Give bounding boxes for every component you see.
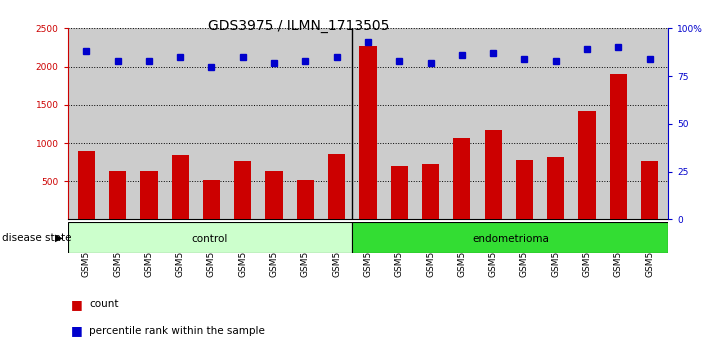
Bar xyxy=(578,111,596,219)
Bar xyxy=(515,160,533,219)
Bar xyxy=(109,171,127,219)
Bar xyxy=(77,151,95,219)
Text: count: count xyxy=(89,299,118,309)
Text: control: control xyxy=(192,234,228,244)
Bar xyxy=(234,161,252,219)
Text: percentile rank within the sample: percentile rank within the sample xyxy=(89,326,264,336)
Bar xyxy=(68,222,352,253)
Text: ▶: ▶ xyxy=(55,233,63,243)
Bar xyxy=(296,181,314,219)
Text: ■: ■ xyxy=(71,325,83,337)
Bar xyxy=(328,154,346,219)
Bar xyxy=(203,180,220,219)
Bar xyxy=(171,155,189,219)
Text: disease state: disease state xyxy=(2,233,72,243)
Text: endometrioma: endometrioma xyxy=(472,234,549,244)
Bar xyxy=(265,171,283,219)
Bar xyxy=(484,130,502,219)
Text: GDS3975 / ILMN_1713505: GDS3975 / ILMN_1713505 xyxy=(208,19,390,34)
Bar xyxy=(609,74,627,219)
Bar xyxy=(422,164,439,219)
Bar xyxy=(359,46,377,219)
Bar xyxy=(140,171,158,219)
Bar xyxy=(352,222,668,253)
Bar xyxy=(641,161,658,219)
Bar xyxy=(453,138,471,219)
Bar xyxy=(390,166,408,219)
Text: ■: ■ xyxy=(71,298,83,311)
Bar xyxy=(547,157,565,219)
